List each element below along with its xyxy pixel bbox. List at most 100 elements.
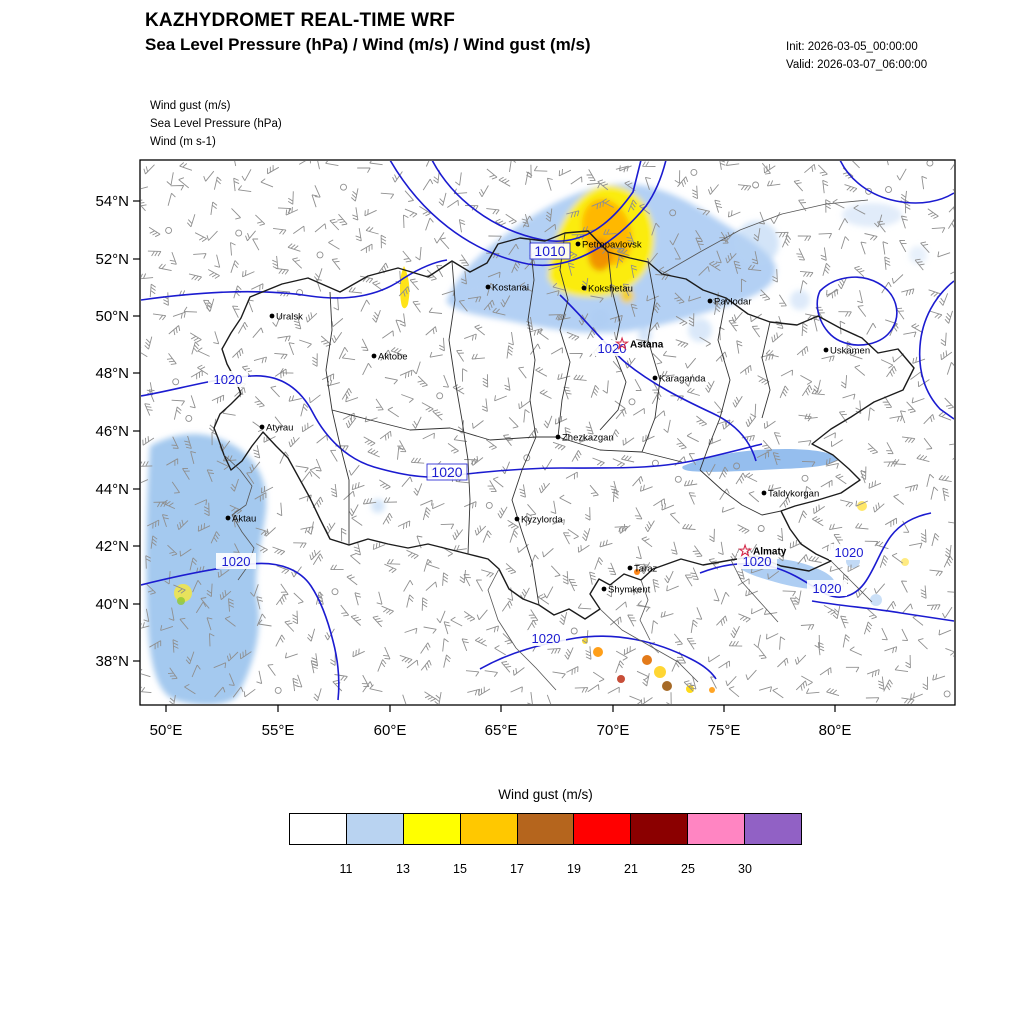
city-dot-icon: [601, 586, 607, 592]
pressure-label: 1020: [222, 554, 251, 569]
country-borders: [213, 199, 915, 691]
colorbar-segment: [403, 814, 461, 844]
colorbar-segment: [346, 814, 404, 844]
pressure-label-box: [426, 463, 468, 481]
colorbar-tick-label: 17: [510, 862, 524, 876]
colorbar-segment: [574, 814, 632, 844]
city-label: Petropavlovsk: [582, 240, 642, 251]
colorbar-tick-label: 19: [567, 862, 581, 876]
city-label: Uskamen: [830, 346, 870, 357]
legend-line-wind: Wind (m s-1): [150, 136, 216, 148]
init-timestamp: Init: 2026-03-05_00:00:00: [786, 41, 918, 53]
valid-timestamp: Valid: 2026-03-07_06:00:00: [786, 59, 928, 71]
city-dot-icon: [269, 313, 275, 319]
legend-line-windgust: Wind gust (m/s): [150, 100, 231, 112]
city-dot-icon: [761, 490, 767, 496]
colorbar-segment: [290, 814, 347, 844]
x-tick-label: 55°E: [262, 722, 295, 739]
city-label: Aktobe: [378, 352, 408, 363]
pressure-label: 1020: [532, 631, 561, 646]
city-dot-icon: [371, 353, 377, 359]
colorbar-tick-label: 15: [453, 862, 467, 876]
legend-line-slp: Sea Level Pressure (hPa): [150, 118, 282, 130]
city-dot-icon: [823, 347, 829, 353]
city-label: Shymkent: [608, 585, 651, 596]
map-frame: [139, 159, 956, 706]
wind-barbs: [141, 161, 954, 704]
pressure-label-box: [829, 544, 869, 560]
city-dot-icon: [652, 375, 658, 381]
x-tick-label: 65°E: [485, 722, 518, 739]
pressure-label-box: [807, 580, 847, 596]
y-tick-label: 54°N: [95, 193, 129, 210]
city-label: Taldykorgan: [768, 489, 819, 500]
city-dot-icon: [259, 424, 265, 430]
colorbar-tick-label: 25: [681, 862, 695, 876]
pressure-label: 1020: [431, 464, 462, 480]
x-tick-label: 75°E: [708, 722, 741, 739]
city-label: Aktau: [232, 514, 256, 525]
pressure-label-box: [592, 340, 632, 356]
city-label: Zhezkazgan: [562, 433, 614, 444]
colorbar-tick-label: 30: [738, 862, 752, 876]
city-label: Karaganda: [659, 374, 706, 385]
capital-star-icon: ☆: [615, 336, 630, 353]
pressure-label-box: [737, 553, 777, 569]
x-tick-label: 80°E: [819, 722, 852, 739]
wind-gust-shading: [146, 183, 927, 704]
colorbar-segment: [517, 814, 575, 844]
pressure-contours: [141, 161, 954, 701]
y-tick-label: 46°N: [95, 423, 129, 440]
page-subtitle: Sea Level Pressure (hPa) / Wind (m/s) / …: [145, 35, 591, 54]
city-label: Atyrau: [266, 423, 293, 434]
capital-star-icon: ☆: [738, 543, 753, 560]
city-dot-icon: [225, 515, 231, 521]
colorbar-segment: [460, 814, 518, 844]
pressure-label-box: [216, 553, 256, 569]
pressure-label-box: [529, 242, 571, 260]
colorbar-segment: [688, 814, 746, 844]
pressure-label: 1020: [598, 341, 627, 356]
city-markers: Uralsk Aktobe Atyrau Aktau Kostanai Petropavl…: [225, 240, 870, 596]
city-label: Kyzylorda: [521, 515, 563, 526]
city-dot-icon: [514, 516, 520, 522]
pressure-label-box: [526, 630, 566, 646]
city-label: Kokshetau: [588, 284, 633, 295]
pressure-contour-labels: 1010 1020 1020 1020 1020 1020 1020 1020 1020: [208, 242, 869, 646]
city-dot-icon: [581, 285, 587, 291]
colorbar-segment: [631, 814, 689, 844]
colorbar: [289, 813, 802, 845]
city-label: Almaty: [753, 547, 787, 558]
colorbar-title: Wind gust (m/s): [498, 787, 593, 802]
y-tick-label: 50°N: [95, 308, 129, 325]
pressure-label: 1020: [835, 545, 864, 560]
pressure-label: 1020: [214, 372, 243, 387]
city-dot-icon: [575, 241, 581, 247]
city-dot-icon: [627, 565, 633, 571]
city-dot-icon: [707, 298, 713, 304]
city-dot-icon: [485, 284, 491, 290]
city-label: Kostanai: [492, 283, 529, 294]
y-tick-label: 52°N: [95, 251, 129, 268]
colorbar-segment: [745, 814, 802, 844]
city-label: Astana: [630, 340, 664, 351]
pressure-label: 1020: [743, 554, 772, 569]
city-label: Uralsk: [276, 312, 303, 323]
x-tick-label: 60°E: [374, 722, 407, 739]
city-label: Taraz: [634, 564, 657, 575]
pressure-label-box: [208, 371, 248, 387]
x-tick-label: 70°E: [597, 722, 630, 739]
colorbar-tick-label: 21: [624, 862, 638, 876]
y-tick-label: 48°N: [95, 365, 129, 382]
y-tick-label: 38°N: [95, 653, 129, 670]
variable-legend: Wind gust (m/s) Sea Level Pressure (hPa)…: [150, 97, 282, 151]
pressure-label: 1020: [813, 581, 842, 596]
axis-ticks: 54°N 52°N 50°N 48°N 46°N 44°N 42°N 40°N 38°N 50°E…: [95, 193, 851, 739]
colorbar-tick-label: 11: [339, 862, 353, 876]
x-tick-label: 50°E: [150, 722, 183, 739]
y-tick-label: 40°N: [95, 596, 129, 613]
pressure-label: 1010: [534, 243, 565, 259]
city-label: Pavlodar: [714, 297, 752, 308]
